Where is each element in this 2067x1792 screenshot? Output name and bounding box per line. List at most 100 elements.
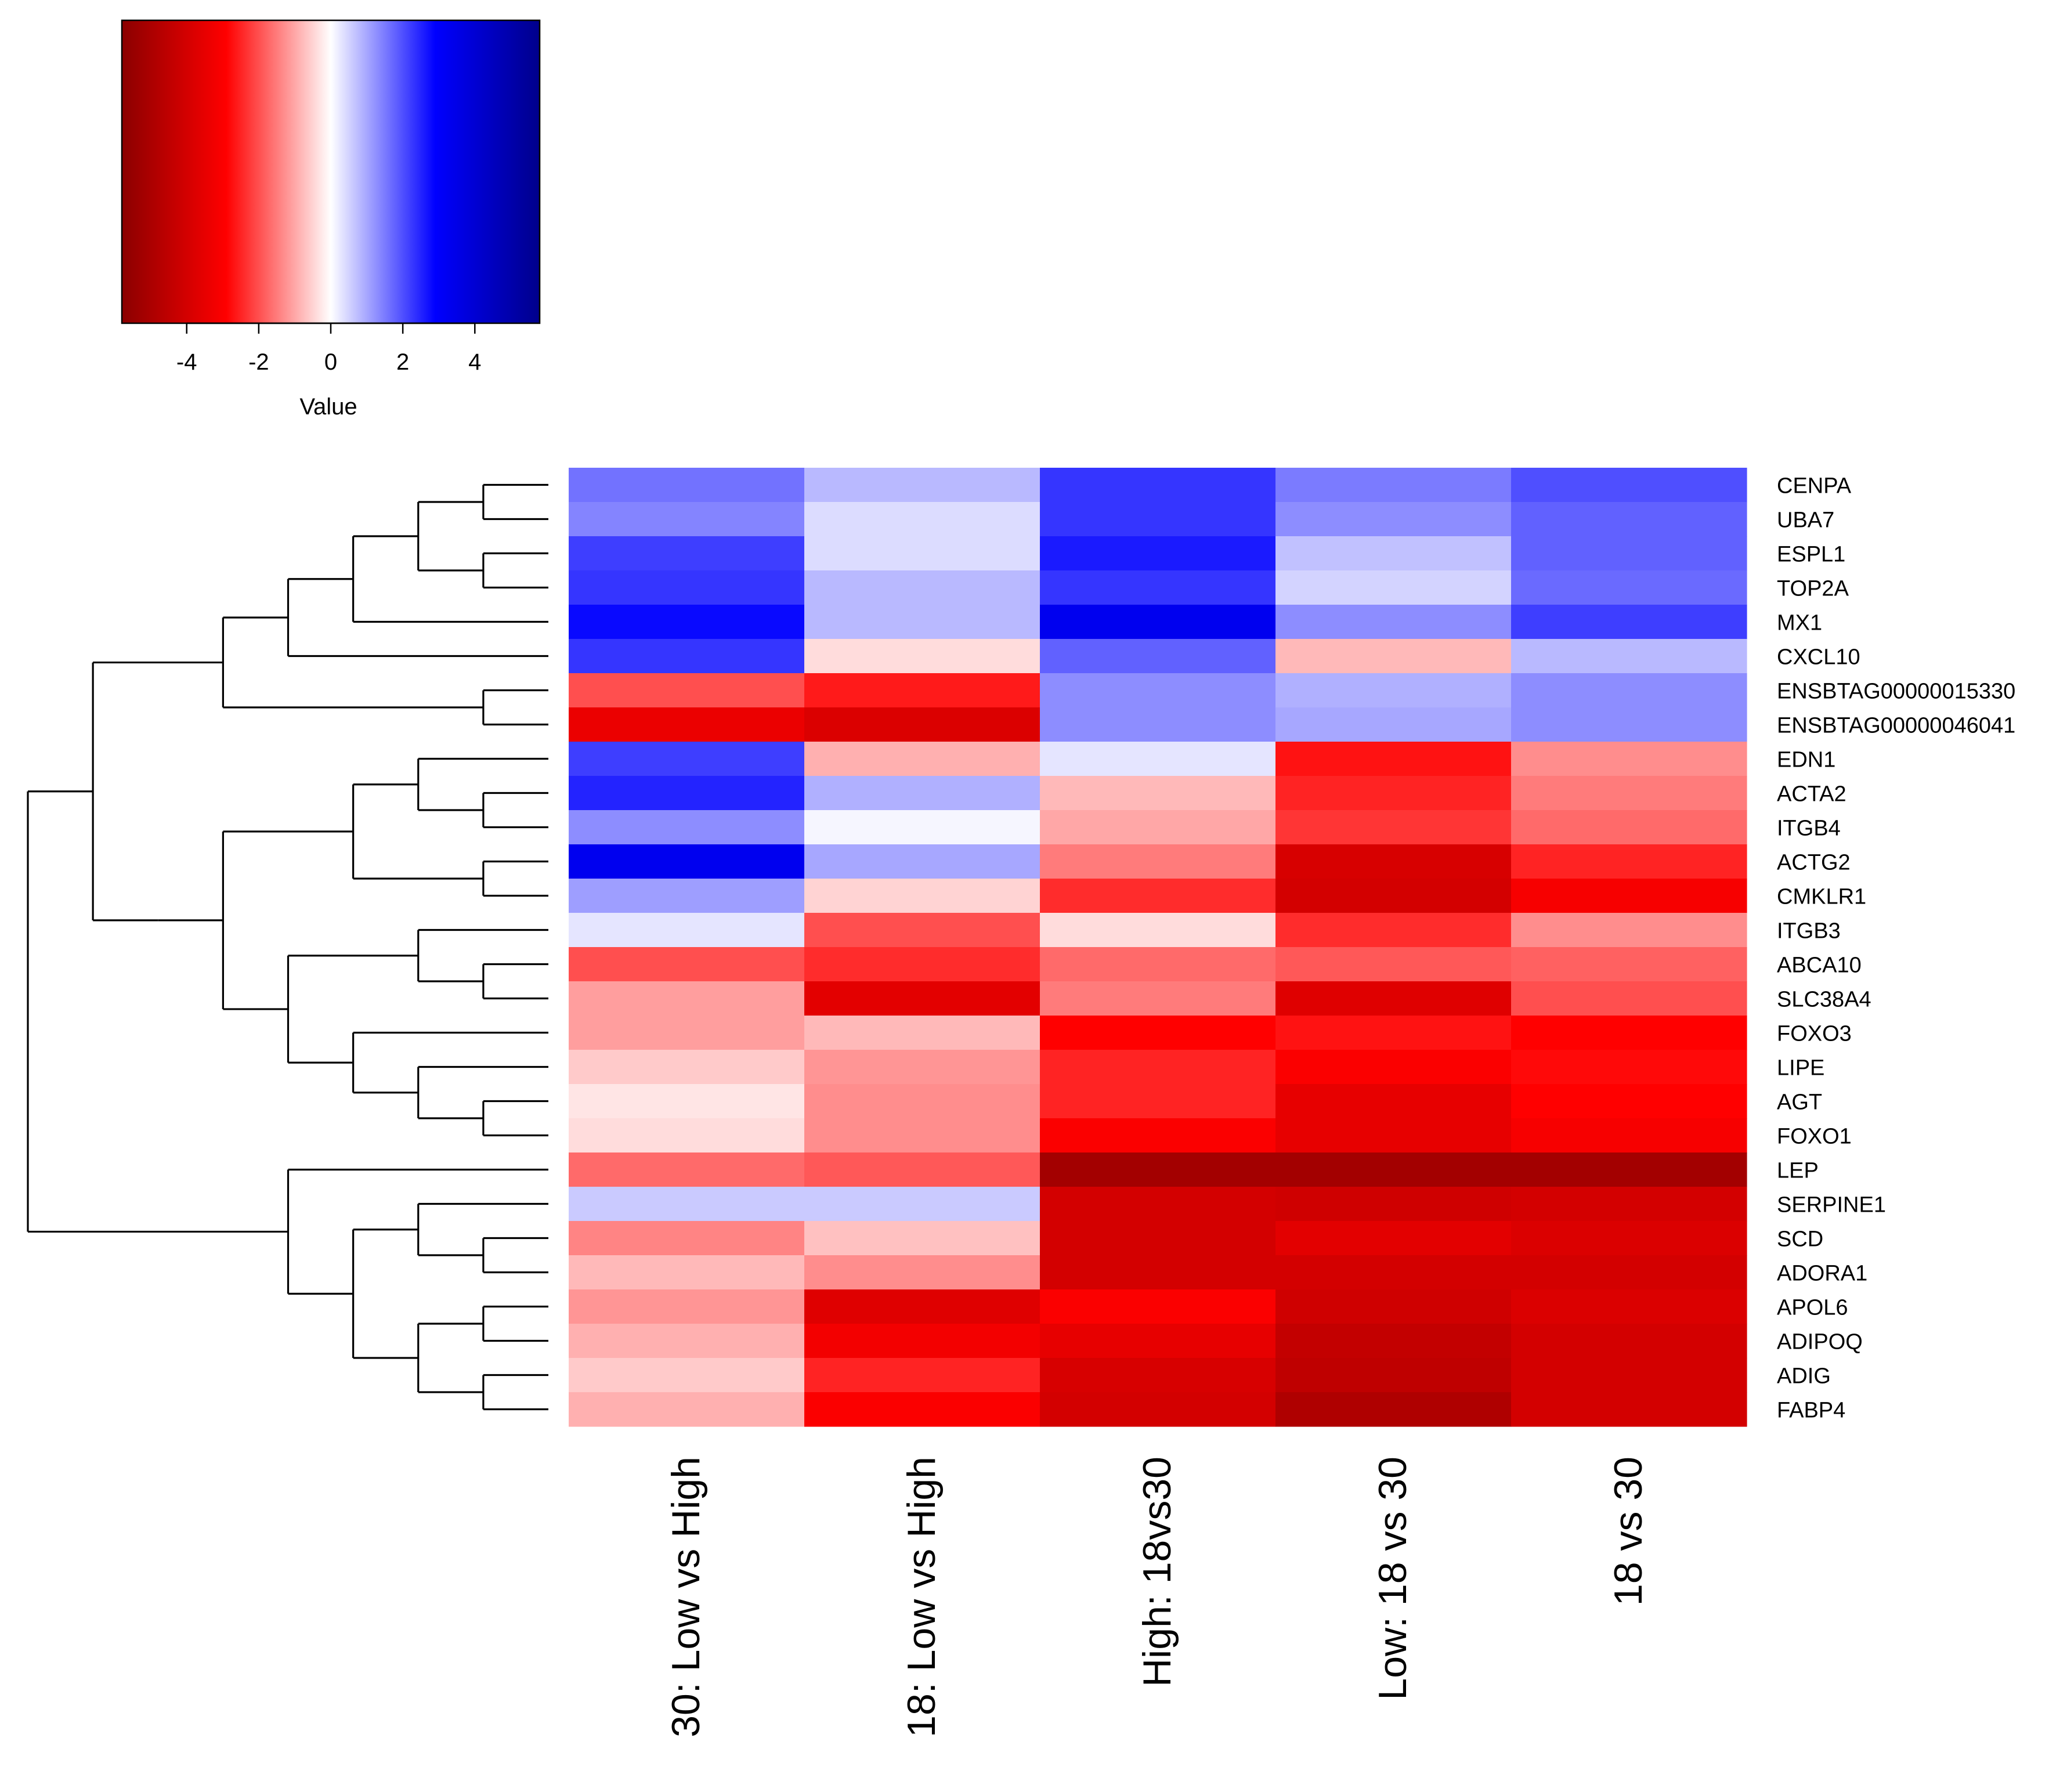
row-label: ITGB3 (1777, 919, 1841, 944)
row-label: ACTA2 (1777, 782, 1846, 807)
heatmap-cell (804, 776, 1040, 811)
heatmap-cell (804, 1016, 1040, 1050)
heatmap-cell (1275, 947, 1512, 982)
heatmap-cell (1275, 1392, 1512, 1427)
heatmap-cell (1040, 1289, 1276, 1324)
row-label: ACTG2 (1777, 851, 1851, 875)
heatmap-cell (1511, 1152, 1747, 1187)
heatmap-cell (1511, 1187, 1747, 1222)
column-labels: 30: Low vs High 18: Low vs High High: 18vs… (664, 1457, 1650, 1737)
heatmap-cell (804, 913, 1040, 948)
heatmap-cell (1040, 1050, 1276, 1085)
heatmap-cell (1511, 673, 1747, 708)
heatmap-cell (804, 1118, 1040, 1153)
heatmap-cell (1511, 707, 1747, 742)
heatmap-cell (1040, 844, 1276, 879)
row-label: ADIG (1777, 1364, 1831, 1389)
row-label: CENPA (1777, 474, 1852, 498)
heatmap-cell (1040, 673, 1276, 708)
heatmap-cell (1040, 776, 1276, 811)
heatmap-cell (1040, 1392, 1276, 1427)
heatmap-cell (1511, 947, 1747, 982)
heatmap-cell (569, 810, 805, 845)
row-label: LIPE (1777, 1056, 1824, 1081)
heatmap-cell (569, 639, 805, 674)
heatmap-cell (1511, 913, 1747, 948)
heatmap-cell (1040, 1358, 1276, 1393)
heatmap-cell (1511, 1289, 1747, 1324)
row-label: CMKLR1 (1777, 885, 1866, 909)
heatmap-cell (1275, 502, 1512, 537)
column-label: Low: 18 vs 30 (1371, 1457, 1415, 1700)
row-label: ABCA10 (1777, 953, 1862, 978)
heatmap-cell (1040, 947, 1276, 982)
row-labels: CENPA UBA7 ESPL1 TOP2A MX1 CXCL10 ENSBTAG00000… (1777, 474, 2015, 1423)
heatmap-cell (1275, 1289, 1512, 1324)
heatmap-cell (1275, 776, 1512, 811)
heatmap-cell (1275, 1221, 1512, 1256)
column-label: 30: Low vs High (664, 1457, 708, 1737)
heatmap-cell (1275, 879, 1512, 913)
row-label: LEP (1777, 1159, 1819, 1183)
heatmap-cell (569, 605, 805, 640)
heatmap-cell (1040, 1016, 1276, 1050)
heatmap-cell (569, 1152, 805, 1187)
row-label: ENSBTAG00000015330 (1777, 680, 2015, 704)
heatmap-cell (1275, 1152, 1512, 1187)
row-label: EDN1 (1777, 748, 1835, 772)
heatmap-cell (804, 468, 1040, 503)
heatmap-cell (1275, 1255, 1512, 1290)
heatmap-cell (569, 776, 805, 811)
heatmap-cell (804, 707, 1040, 742)
heatmap-cell (804, 1050, 1040, 1085)
heatmap-cell (569, 536, 805, 571)
heatmap-cell (1511, 810, 1747, 845)
heatmap-cell (1511, 605, 1747, 640)
color-key-label: Value (299, 394, 357, 420)
row-label: MX1 (1777, 611, 1822, 635)
heatmap-cell (569, 879, 805, 913)
heatmap-cell (569, 1050, 805, 1085)
heatmap-cell (1040, 605, 1276, 640)
heatmap-cell (804, 673, 1040, 708)
heatmap-cell (1275, 673, 1512, 708)
heatmap-cell (804, 536, 1040, 571)
heatmap-cell (1275, 536, 1512, 571)
color-key-axis: -4 -2 0 2 4 (176, 322, 481, 375)
heatmap-cell (1275, 570, 1512, 605)
heatmap-cell (1511, 1358, 1747, 1393)
row-label: ESPL1 (1777, 543, 1845, 567)
heatmap-cell (1040, 502, 1276, 537)
heatmap-cell (1275, 1187, 1512, 1222)
heatmap-cell (804, 1392, 1040, 1427)
heatmap-cell (804, 1289, 1040, 1324)
color-key-tick-label: 4 (468, 349, 481, 375)
heatmap-cell (1040, 1118, 1276, 1153)
row-label: APOL6 (1777, 1296, 1848, 1320)
heatmap-cell (804, 981, 1040, 1016)
heatmap-cell (1511, 981, 1747, 1016)
heatmap-cell (1511, 1118, 1747, 1153)
heatmap-cell (569, 570, 805, 605)
heatmap-cell (569, 1221, 805, 1256)
heatmap-cell (569, 1084, 805, 1119)
heatmap-cell (804, 1324, 1040, 1359)
heatmap-cell (1040, 1152, 1276, 1187)
heatmap-cell (569, 1118, 805, 1153)
row-dendrogram (27, 483, 548, 1411)
row-label: ADIPOQ (1777, 1330, 1863, 1354)
row-label: UBA7 (1777, 508, 1834, 533)
heatmap-cell (1275, 605, 1512, 640)
heatmap-cell (1275, 844, 1512, 879)
color-key-tick-label: 0 (324, 349, 337, 375)
heatmap-cell (804, 1152, 1040, 1187)
heatmap-cell (804, 742, 1040, 776)
heatmap-cell (1040, 1187, 1276, 1222)
heatmap-cell (1040, 1221, 1276, 1256)
row-label: FABP4 (1777, 1399, 1845, 1423)
heatmap-cell (569, 981, 805, 1016)
heatmap-cell (569, 1255, 805, 1290)
heatmap-cell (1511, 1050, 1747, 1085)
heatmap-cell (1040, 981, 1276, 1016)
heatmap-cell (1040, 742, 1276, 776)
